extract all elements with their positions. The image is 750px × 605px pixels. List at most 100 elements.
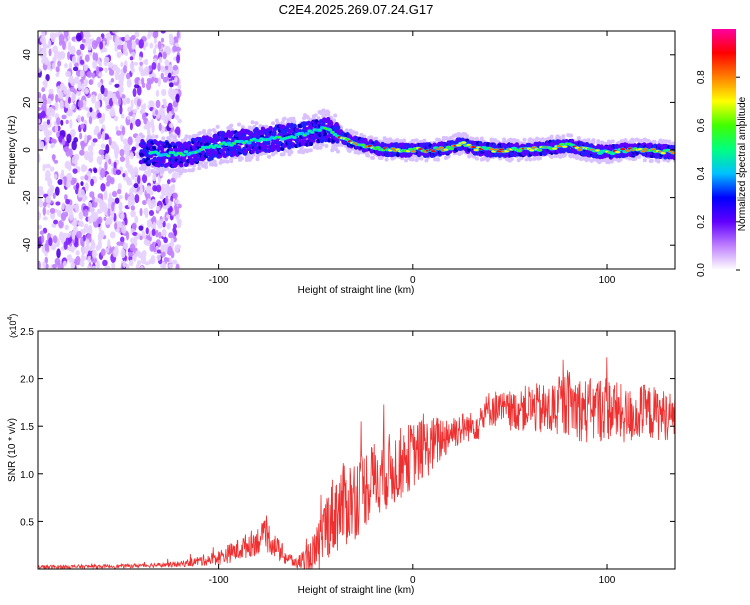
spectrogram-noise-blob [107,62,114,69]
spectrogram-halo-blob [465,134,470,139]
spectrogram-halo-blob [270,152,275,157]
spectrogram-noise-blob [140,255,147,265]
spectrogram-halo-blob [288,117,293,122]
spectrogram-noise-blob [125,158,130,167]
spectrogram-noise-blob [55,93,59,103]
spectrogram-noise-blob [55,72,60,78]
spectrogram-noise-blob [167,102,173,112]
spectrogram-noise-blob [131,40,137,51]
spectrogram-halo-blob [474,136,479,141]
spectrogram-noise-blob [38,153,41,163]
spectrogram-noise-blob [58,33,65,43]
spectrogram-noise-blob [122,260,126,268]
spectrogram-noise-blob [71,140,77,151]
spectrogram-noise-blob [38,106,42,112]
spectrogram-noise-blob [52,138,57,144]
spectrogram-noise-blob [52,235,58,244]
spectrogram-halo-blob [371,155,376,160]
spectrogram-noise-blob [93,168,98,174]
spectrogram-noise-blob [118,73,125,84]
spectrogram-noise-blob [155,205,160,211]
spectrogram-core-blob [272,130,277,136]
spectrogram-noise-blob [162,204,168,210]
spectrogram-core-blob [252,142,258,148]
spectrogram-noise-blob [107,208,111,218]
spectrogram-noise-blob [117,97,122,106]
spectrogram-noise-blob [52,263,58,269]
spectrogram-noise-blob [86,38,92,45]
spectrogram-noise-blob [103,56,110,63]
spectrogram-halo-blob [362,134,367,139]
spectrogram-noise-blob [122,45,128,56]
spectrogram-noise-blob [77,80,82,91]
spectrogram-noise-blob [42,206,46,216]
spectrogram-halo-blob [664,139,669,144]
spectrogram-noise-blob [52,62,56,70]
spectrogram-core-blob [281,125,287,130]
spectrogram-noise-blob [129,152,134,160]
spectrogram-noise-blob [177,118,182,124]
spectrogram-noise-blob [157,62,161,72]
spectrogram-halo-blob [316,116,321,121]
spectrogram-noise-blob [121,225,127,234]
spectrogram-noise-blob [161,187,165,197]
spectrogram-noise-blob [99,168,106,178]
spectrogram-noise-blob [171,96,176,102]
spectrogram-noise-blob [112,249,119,258]
spectrogram-core-blob [322,131,328,137]
spectrogram-noise-blob [172,45,177,52]
spectrogram-noise-blob [78,211,84,220]
spectrogram-noise-blob [38,260,41,269]
spectrogram-noise-blob [73,177,77,184]
spectrogram-noise-blob [63,31,69,38]
spectrogram-noise-blob [117,39,124,46]
spectrogram-noise-blob [168,122,174,129]
spectrogram-noise-blob [135,118,141,127]
spectrogram-noise-blob [74,203,80,214]
spectrogram-noise-blob [54,257,61,266]
spectrogram-noise-blob [100,154,105,161]
spectrogram-halo-blob [471,136,476,141]
spectrogram-noise-blob [113,161,117,169]
spectrogram-halo-blob [313,113,318,118]
spectrogram-noise-blob [94,52,99,62]
spectrogram-noise-blob [66,110,73,117]
spectrogram-noise-blob [163,237,168,244]
spectrogram-noise-blob [118,195,123,200]
spectrogram-noise-blob [152,221,156,230]
spectrogram-noise-blob [155,109,159,115]
spectrogram-noise-blob [111,201,115,212]
spectrogram-noise-blob [83,65,88,72]
spectrogram-halo-blob [154,134,159,139]
spectrogram-noise-blob [160,244,164,253]
spectrogram-noise-blob [113,115,119,122]
spectrogram-noise-blob [155,220,161,226]
spectrogram-noise-blob [121,36,126,42]
spectrogram-core-blob [569,138,575,144]
spectrogram-noise-blob [108,136,112,146]
spectrogram-noise-blob [82,196,86,203]
spectrogram-noise-blob [130,99,134,109]
spectrogram-noise-blob [99,202,105,208]
spectrogram-noise-blob [129,122,133,131]
spectrogram-noise-blob [65,236,72,245]
spectrogram-noise-blob [138,225,144,231]
spectrogram-noise-blob [172,64,179,71]
spectrogram-core-blob [207,136,213,141]
spectrogram-halo-blob [649,158,654,163]
spectrogram-noise-blob [116,130,122,136]
spectrogram-noise-blob [38,67,42,73]
spectrogram-noise-blob [153,186,158,192]
spectrogram-noise-blob [52,45,58,54]
spectrogram-halo-blob [546,136,551,141]
spectrogram-noise-blob [130,169,134,176]
spectrogram-noise-blob [80,246,87,255]
spectrogram-noise-blob [168,257,172,264]
spectrogram-noise-blob [165,195,169,205]
spectrogram-noise-blob [88,150,94,157]
spectrogram-halo-blob [586,138,591,143]
spectrogram-halo-blob [270,121,275,126]
spectrogram-halo-blob [138,166,143,171]
spectrogram-halo-blob [424,158,429,163]
spectrogram-noise-blob [88,245,93,252]
